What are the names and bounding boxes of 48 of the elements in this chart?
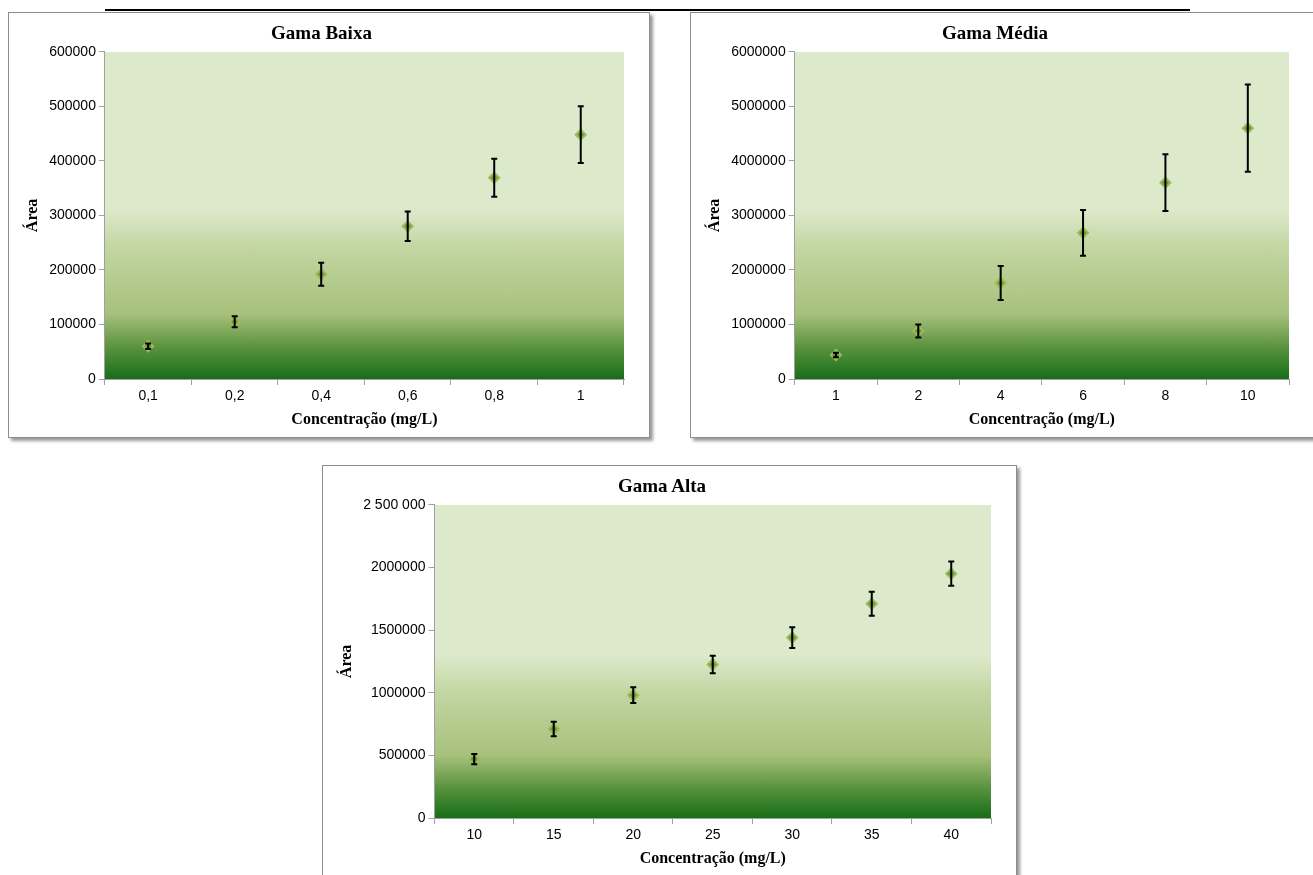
- x-tick-label: 40: [943, 826, 960, 843]
- y-axis-title: Área: [335, 644, 354, 679]
- chart-title: Gama Média: [941, 22, 1049, 44]
- x-tick-label: 0,1: [138, 387, 159, 404]
- y-tick-label: 4000000: [731, 151, 786, 168]
- y-tick-label: 300000: [49, 206, 97, 223]
- x-tick-label: 0,4: [311, 387, 332, 404]
- chart-title: Gama Baixa: [271, 22, 373, 44]
- x-tick-label: 1: [832, 387, 840, 404]
- x-axis-title: Concentração (mg/L): [639, 848, 786, 867]
- x-tick-label: 6: [1079, 387, 1088, 404]
- y-tick-label: 0: [417, 808, 426, 825]
- x-tick-label: 10: [1240, 387, 1256, 404]
- y-tick-label: 6000000: [731, 42, 786, 59]
- x-tick-label: 0,2: [224, 387, 245, 404]
- y-tick-label: 500000: [49, 97, 97, 114]
- chart-title: Gama Alta: [617, 475, 707, 497]
- x-tick-label: 1: [576, 387, 585, 404]
- y-tick-label: 5000000: [731, 97, 786, 114]
- x-tick-label: 4: [996, 387, 1005, 404]
- y-tick-label: 200000: [49, 260, 97, 277]
- x-tick-label: 8: [1161, 387, 1170, 404]
- x-tick-label: 30: [784, 826, 801, 843]
- x-axis-title: Concentração (mg/L): [968, 409, 1115, 428]
- y-tick-label: 2000000: [731, 260, 786, 277]
- y-axis-title: Área: [21, 198, 40, 233]
- y-tick-label: 100000: [49, 315, 97, 332]
- x-tick-label: 25: [704, 826, 721, 843]
- y-tick-label: 2000000: [370, 558, 426, 575]
- x-axis-title: Concentração (mg/L): [291, 409, 438, 428]
- x-tick-label: 2: [914, 387, 923, 404]
- y-tick-label: 500000: [378, 746, 426, 763]
- y-tick-label: 1500000: [370, 620, 426, 637]
- y-tick-label: 0: [88, 369, 97, 386]
- y-tick-label: 400000: [49, 151, 97, 168]
- y-tick-label: 600000: [49, 42, 97, 59]
- x-tick-label: 0,6: [397, 387, 418, 404]
- y-tick-label: 0: [777, 369, 786, 386]
- y-tick-label: 2 500 000: [363, 495, 426, 512]
- y-tick-label: 3000000: [731, 206, 786, 223]
- y-tick-label: 1000000: [370, 683, 426, 700]
- x-tick-label: 0,8: [484, 387, 505, 404]
- x-tick-label: 15: [545, 826, 562, 843]
- x-tick-label: 35: [863, 826, 880, 843]
- y-axis-title: Área: [703, 198, 722, 233]
- x-tick-label: 20: [625, 826, 642, 843]
- y-tick-label: 1000000: [731, 315, 786, 332]
- x-tick-label: 10: [466, 826, 483, 843]
